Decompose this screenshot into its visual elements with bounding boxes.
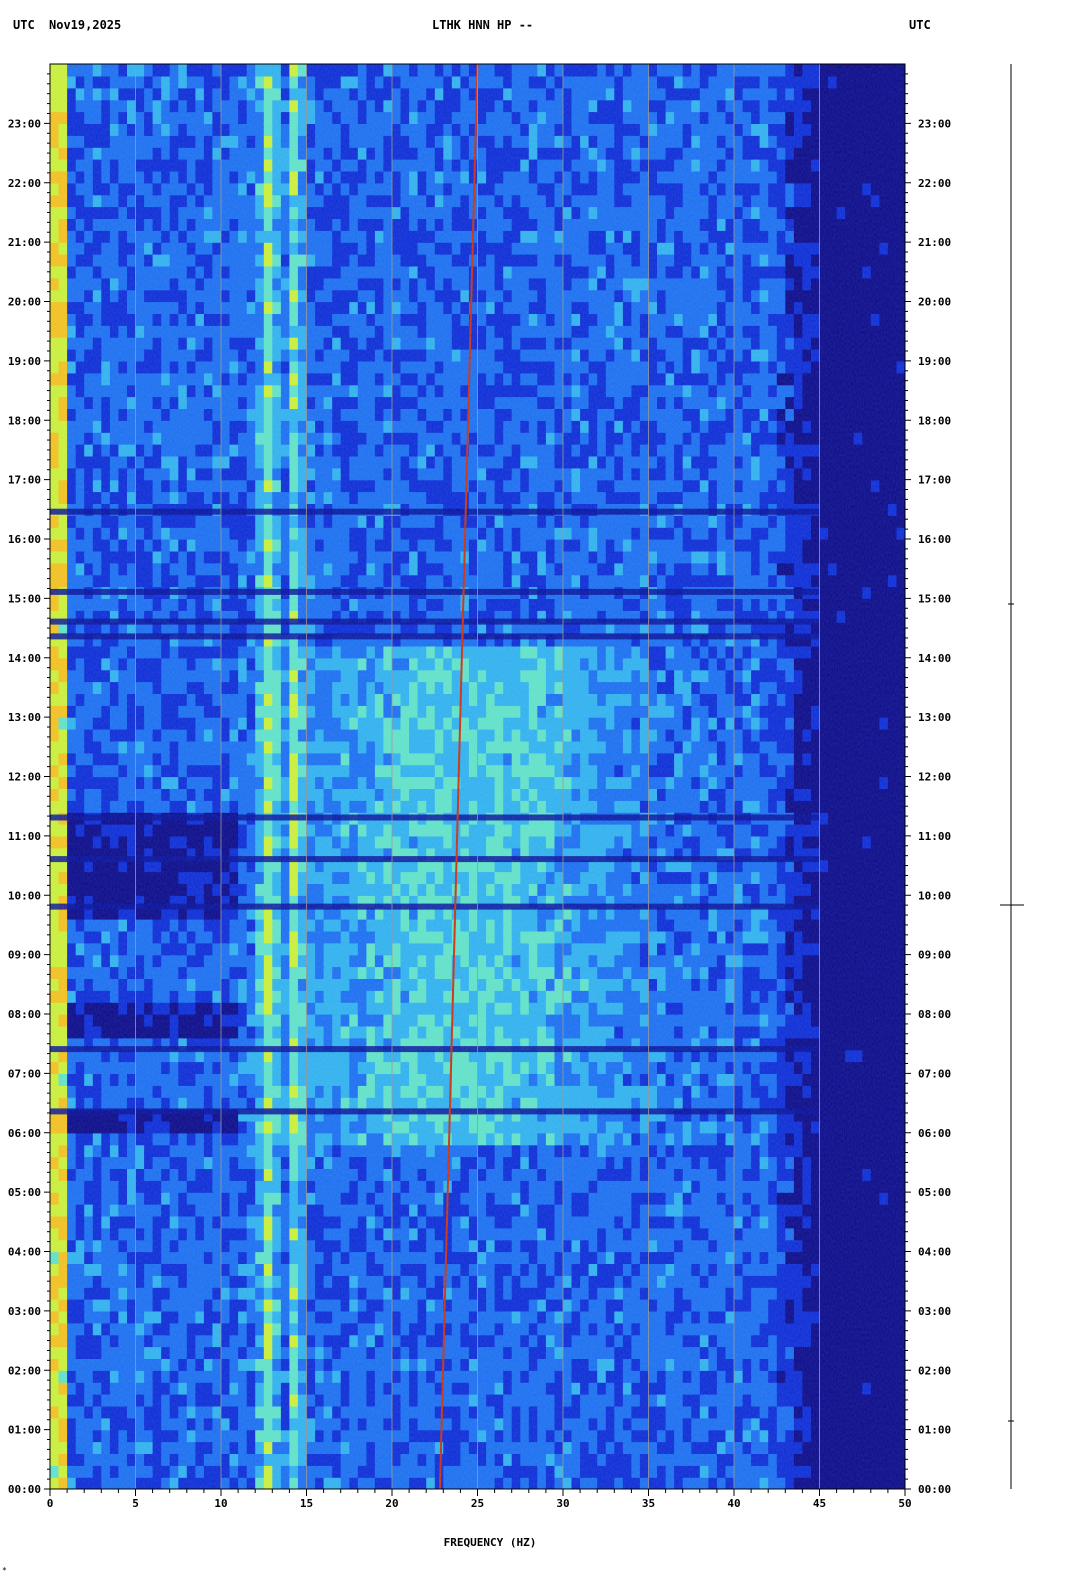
date-label: Nov19,2025	[49, 18, 122, 32]
plot-area	[50, 64, 905, 1489]
left-timezone-label: UTC	[13, 18, 35, 32]
right-timezone-label: UTC	[909, 18, 931, 32]
station-title: LTHK HNN HP --	[432, 18, 534, 32]
